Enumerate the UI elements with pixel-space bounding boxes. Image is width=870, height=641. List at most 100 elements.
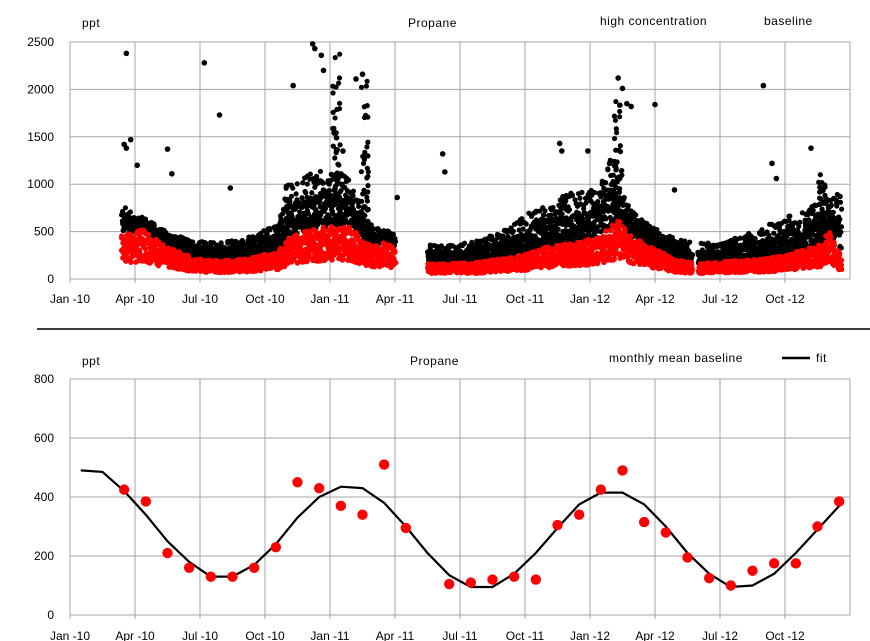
high-concentration-point: [542, 208, 548, 214]
high-concentration-point: [365, 183, 371, 189]
high-concentration-point: [392, 238, 399, 245]
high-concentration-point: [611, 158, 617, 164]
high-concentration-point: [610, 172, 616, 178]
high-concentration-outlier: [556, 140, 563, 147]
high-concentration-point: [737, 235, 743, 241]
high-concentration-point: [603, 216, 609, 222]
high-concentration-point: [617, 149, 624, 155]
high-concentration-point: [505, 234, 511, 240]
high-concentration-point: [787, 213, 793, 219]
high-concentration-point: [834, 203, 840, 209]
high-concentration-outlier: [312, 45, 318, 52]
high-concentration-outlier: [671, 187, 678, 193]
high-concentration-point: [817, 172, 823, 178]
high-concentration-point: [316, 199, 322, 205]
high-concentration-point: [559, 211, 565, 217]
high-concentration-point: [821, 225, 827, 232]
high-concentration-point: [359, 220, 366, 226]
high-concentration-point: [331, 187, 337, 193]
high-concentration-point: [127, 209, 134, 215]
high-concentration-point: [350, 192, 356, 199]
high-concentration-outlier: [559, 148, 565, 154]
high-concentration-point: [523, 221, 529, 227]
baseline-point: [142, 246, 149, 252]
high-concentration-point: [598, 194, 604, 200]
high-concentration-point: [539, 241, 545, 247]
high-concentration-point: [218, 240, 224, 246]
high-concentration-point: [612, 210, 618, 216]
high-concentration-point: [438, 243, 444, 249]
high-concentration-point: [556, 202, 562, 208]
high-concentration-point: [583, 200, 589, 206]
high-concentration-point: [613, 98, 619, 105]
high-concentration-point: [837, 193, 843, 199]
high-concentration-point: [461, 240, 468, 246]
high-concentration-point: [358, 169, 364, 175]
high-concentration-outlier: [442, 169, 448, 175]
high-concentration-outlier: [340, 148, 346, 154]
high-concentration-outlier: [134, 162, 140, 169]
high-concentration-point: [822, 192, 828, 199]
high-concentration-point: [317, 168, 324, 175]
high-concentration-point: [328, 177, 334, 183]
high-concentration-point: [267, 225, 273, 232]
high-concentration-point: [611, 113, 618, 119]
high-concentration-point: [331, 216, 337, 222]
high-concentration-point: [119, 208, 126, 215]
high-concentration-point: [210, 240, 216, 246]
high-concentration-point: [370, 226, 376, 233]
high-concentration-point: [687, 239, 693, 245]
high-concentration-point: [293, 191, 299, 197]
high-concentration-point: [566, 207, 573, 213]
high-concentration-outlier: [619, 85, 626, 92]
high-concentration-point: [294, 181, 300, 187]
high-concentration-point: [579, 189, 585, 195]
high-concentration-outlier: [318, 52, 325, 59]
high-concentration-point: [537, 208, 543, 214]
high-concentration-point: [617, 114, 623, 120]
high-concentration-point: [358, 84, 365, 90]
high-concentration-point: [563, 198, 569, 204]
high-concentration-outlier: [320, 67, 327, 74]
high-concentration-point: [817, 226, 823, 233]
high-concentration-point: [817, 201, 823, 207]
high-concentration-point: [330, 143, 336, 149]
high-concentration-point: [331, 125, 337, 131]
baseline-point: [320, 225, 327, 232]
high-concentration-outlier: [353, 76, 359, 82]
high-concentration-point: [477, 242, 484, 248]
high-concentration-outlier: [585, 148, 591, 154]
high-concentration-point: [569, 192, 576, 198]
high-concentration-point: [364, 165, 370, 171]
high-concentration-outlier: [123, 145, 130, 151]
high-concentration-outlier: [760, 82, 767, 89]
high-concentration-outlier: [201, 60, 208, 66]
high-concentration-point: [365, 139, 371, 145]
high-concentration-point: [591, 219, 598, 225]
high-concentration-point: [350, 206, 357, 212]
high-concentration-point: [331, 130, 337, 136]
baseline-point: [340, 255, 346, 262]
baseline-point: [391, 249, 398, 255]
high-concentration-point: [613, 126, 619, 132]
high-concentration-point: [361, 114, 368, 121]
high-concentration-point: [517, 221, 523, 227]
high-concentration-point: [309, 190, 315, 196]
high-concentration-point: [362, 149, 368, 155]
high-concentration-point: [519, 216, 525, 222]
high-concentration-point: [365, 173, 371, 180]
high-concentration-point: [297, 209, 303, 215]
high-concentration-point: [590, 201, 597, 207]
high-concentration-point: [304, 181, 310, 187]
high-concentration-point: [605, 167, 611, 173]
high-concentration-point: [332, 201, 338, 207]
high-concentration-point: [292, 206, 299, 212]
high-concentration-outlier: [216, 112, 223, 118]
high-concentration-point: [314, 173, 320, 179]
high-concentration-point: [122, 205, 129, 211]
high-concentration-point: [314, 221, 321, 227]
high-concentration-point: [364, 103, 370, 109]
high-concentration-point: [336, 75, 343, 81]
high-concentration-point: [368, 222, 374, 228]
